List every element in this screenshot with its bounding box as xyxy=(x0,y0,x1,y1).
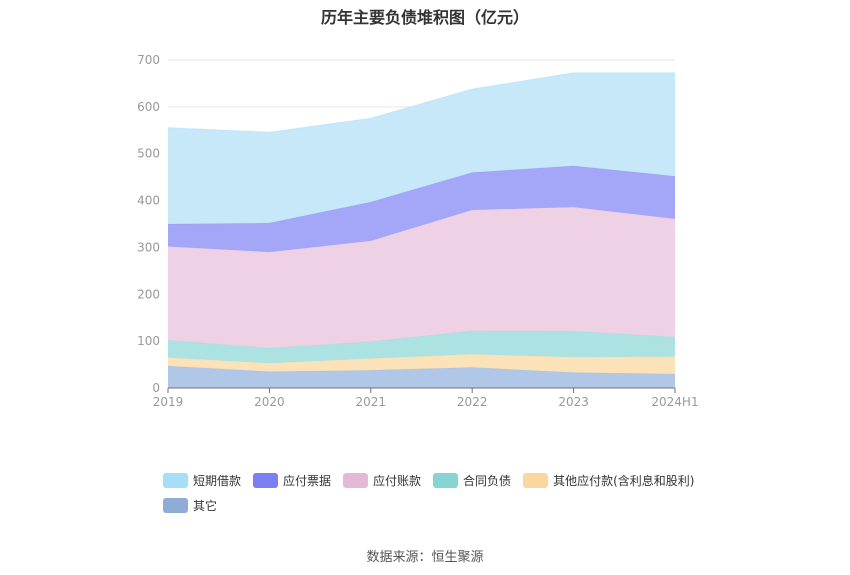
y-tick-label: 600 xyxy=(137,100,160,114)
y-tick-label: 300 xyxy=(137,240,160,254)
legend-item[interactable]: 合同负债 xyxy=(433,472,511,489)
y-tick-label: 100 xyxy=(137,334,160,348)
y-tick-label: 500 xyxy=(137,147,160,161)
x-tick-label: 2021 xyxy=(356,395,387,409)
data-source: 数据来源：恒生聚源 xyxy=(366,550,484,565)
legend-item[interactable]: 短期借款 xyxy=(163,472,241,489)
y-tick-label: 700 xyxy=(137,53,160,67)
chart-title: 历年主要负债堆积图（亿元） xyxy=(320,8,529,27)
x-tick-label: 2024H1 xyxy=(651,395,698,409)
legend-swatch xyxy=(253,473,279,488)
stacked-area-chart: 0 100 200 300 400 500 600 700 2019 2020 2021 2022 20… xyxy=(137,53,699,409)
legend-swatch xyxy=(343,473,369,488)
y-tick-label: 0 xyxy=(152,381,160,395)
area-series-3 xyxy=(168,207,675,349)
axes: 0 100 200 300 400 500 600 700 2019 2020 2021 2022 20… xyxy=(137,53,699,409)
legend-swatch xyxy=(163,473,188,488)
legend: 短期借款 应付票据 应付账款 合同负债 其他应付款(含利息和股利) 其它 xyxy=(163,472,723,514)
x-tick-label: 2020 xyxy=(254,395,285,409)
legend-label: 其它 xyxy=(193,499,218,513)
legend-label: 其他应付款(含利息和股利) xyxy=(553,474,695,488)
area-series xyxy=(167,72,676,388)
legend-item[interactable]: 应付账款 xyxy=(343,472,421,489)
area-edge-5 xyxy=(167,72,675,134)
legend-item[interactable]: 其他应付款(含利息和股利) xyxy=(523,472,694,489)
y-tick-label: 200 xyxy=(137,287,160,301)
legend-item[interactable]: 应付票据 xyxy=(253,472,331,489)
legend-swatch xyxy=(433,473,459,488)
area-series-4 xyxy=(168,165,675,253)
area-series-5 xyxy=(168,73,675,225)
area-series-2 xyxy=(168,330,675,364)
legend-item[interactable]: 其它 xyxy=(163,497,217,514)
x-tick-label: 2023 xyxy=(558,395,589,409)
legend-swatch xyxy=(523,473,549,488)
legend-label: 应付票据 xyxy=(283,474,332,488)
x-tick-label: 2022 xyxy=(457,395,488,409)
legend-swatch xyxy=(163,498,188,513)
x-tick-label: 2019 xyxy=(153,395,184,409)
legend-label: 应付账款 xyxy=(373,474,422,488)
y-tick-label: 400 xyxy=(137,194,160,208)
legend-label: 合同负债 xyxy=(463,474,512,488)
area-series-1 xyxy=(168,354,675,374)
legend-label: 短期借款 xyxy=(193,474,242,488)
